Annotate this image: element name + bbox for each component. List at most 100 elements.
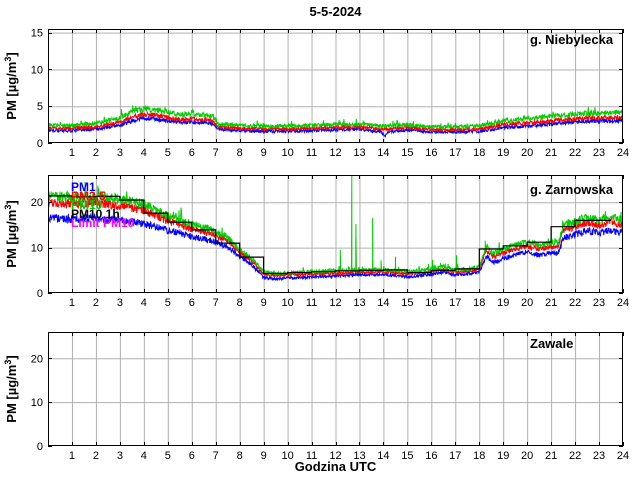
grid-lines [48,332,623,446]
y-tick-label: 20 [31,353,43,365]
subplot-3: 1 2 3 4 5 6 7 8 9 10 11 12 13 14 15 16 17 18 19 20 21 22 23 240… [3,332,629,462]
series-pm10 [48,175,623,277]
x-tick-label: 8 [237,450,243,462]
x-tick-label: 14 [377,450,389,462]
x-tick-label: 2 [93,297,99,309]
x-tick-label: 23 [593,147,605,159]
x-tick-label: 16 [425,147,437,159]
x-tick-label: 23 [593,450,605,462]
series-pm2-5 [48,110,623,133]
x-tick-label: 11 [306,297,317,309]
axis-ticks [48,332,624,447]
x-tick-label: 4 [141,147,147,159]
x-tick-label: 10 [281,147,293,159]
axis-frame [48,29,623,143]
x-tick-label: 1 [69,450,75,462]
x-tick-label: 13 [353,450,365,462]
y-axis-label: PM [µg/m3] [3,200,19,267]
x-tick-label: 16 [425,450,437,462]
axis-frame [48,175,623,293]
x-tick-label: 17 [449,450,461,462]
x-tick-label: 21 [545,297,557,309]
x-tick-label: 3 [117,297,123,309]
x-tick-label: 2 [93,450,99,462]
x-tick-label: 10 [281,450,293,462]
x-tick-label: 13 [353,297,365,309]
x-tick-label: 14 [377,297,389,309]
series-pm1 [48,212,623,282]
axis-ticks [48,175,624,294]
y-tick-label: 10 [31,397,43,409]
y-tick-label: 5 [37,101,43,113]
x-tick-label: 3 [117,147,123,159]
x-tick-label: 1 [69,147,75,159]
subplot-1: 1 2 3 4 5 6 7 8 9 10 11 12 13 14 15 16 17 18 19 20 21 22 23 240… [3,28,629,159]
tick-labels: 1 2 3 4 5 6 7 8 9 10 11 12 13 14 15 16 17 18 19 20 21 22 23 240… [31,353,629,462]
x-tick-label: 21 [545,147,557,159]
x-tick-label: 3 [117,450,123,462]
x-tick-label: 12 [329,450,341,462]
x-tick-label: 20 [521,297,533,309]
x-tick-label: 12 [329,147,341,159]
series-pm1 [48,115,623,138]
x-tick-label: 20 [521,450,533,462]
series-pm10-1h-step [48,195,611,275]
x-tick-label: 19 [497,147,509,159]
x-tick-label: 15 [401,297,413,309]
x-tick-label: 12 [329,297,341,309]
y-tick-label: 10 [31,64,43,76]
x-tick-label: 17 [449,297,461,309]
series-pm10 [48,104,623,131]
x-tick-label: 15 [401,147,413,159]
y-axis-label: PM [µg/m3] [3,52,19,119]
x-tick-label: 7 [213,297,219,309]
x-tick-label: 22 [569,147,581,159]
x-tick-label: 21 [545,450,557,462]
x-tick-label: 15 [401,450,413,462]
axis-frame [48,332,623,446]
x-tick-label: 8 [237,147,243,159]
x-tick-label: 22 [569,297,581,309]
x-tick-label: 5 [165,297,171,309]
x-tick-label: 14 [377,147,389,159]
x-tick-label: 10 [281,297,293,309]
x-tick-label: 7 [213,450,219,462]
x-tick-label: 5 [165,147,171,159]
x-tick-label: 4 [141,297,147,309]
x-tick-label: 19 [497,297,509,309]
x-tick-label: 1 [69,297,75,309]
y-tick-label: 10 [31,243,43,255]
x-tick-label: 24 [617,147,629,159]
x-tick-label: 6 [189,450,195,462]
y-axis-label: PM [µg/m3] [3,355,19,422]
y-tick-label: 15 [31,28,43,40]
x-tick-label: 16 [425,297,437,309]
x-tick-label: 4 [141,450,147,462]
x-tick-label: 24 [617,297,629,309]
x-tick-label: 2 [93,147,99,159]
x-tick-label: 11 [306,450,317,462]
y-tick-label: 20 [31,197,43,209]
y-tick-label: 0 [37,288,43,300]
x-tick-label: 5 [165,450,171,462]
x-tick-label: 13 [353,147,365,159]
x-tick-label: 22 [569,450,581,462]
x-tick-label: 9 [261,297,267,309]
x-tick-label: 9 [261,450,267,462]
x-tick-label: 18 [473,297,485,309]
tick-labels: 1 2 3 4 5 6 7 8 9 10 11 12 13 14 15 16 17 18 19 20 21 22 23 240… [31,197,629,309]
x-tick-label: 24 [617,450,629,462]
y-tick-label: 0 [37,441,43,453]
x-tick-label: 6 [189,147,195,159]
data-series [48,175,623,282]
x-tick-label: 19 [497,450,509,462]
subplot-2: 1 2 3 4 5 6 7 8 9 10 11 12 13 14 15 16 17 18 19 20 21 22 23 240… [3,175,629,309]
data-series [48,104,623,138]
x-tick-label: 11 [306,147,317,159]
y-tick-label: 0 [37,138,43,150]
x-tick-label: 18 [473,147,485,159]
x-tick-label: 17 [449,147,461,159]
x-tick-label: 8 [237,297,243,309]
